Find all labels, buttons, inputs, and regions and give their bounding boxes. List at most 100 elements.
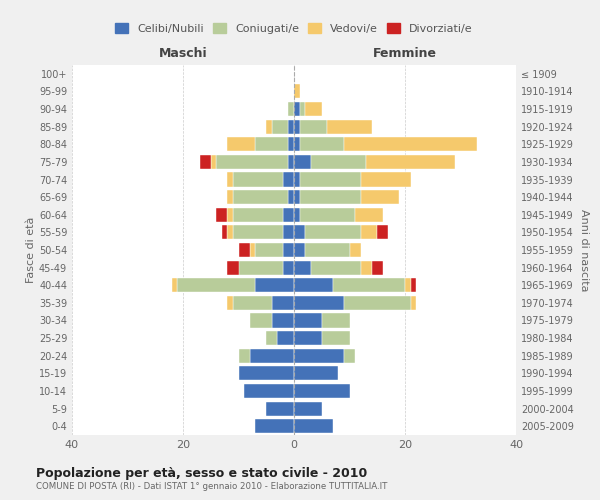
Bar xyxy=(233,296,272,310)
Bar xyxy=(294,278,333,292)
Bar xyxy=(361,190,400,204)
Bar xyxy=(216,208,227,222)
Bar xyxy=(200,155,211,169)
Bar xyxy=(283,172,294,186)
Text: Popolazione per età, sesso e stato civile - 2010: Popolazione per età, sesso e stato civil… xyxy=(36,468,367,480)
Bar xyxy=(294,402,322,415)
Bar xyxy=(294,331,322,345)
Bar xyxy=(299,172,361,186)
Bar xyxy=(299,102,305,116)
Bar xyxy=(294,384,349,398)
Bar xyxy=(294,366,338,380)
Bar xyxy=(361,172,410,186)
Bar xyxy=(227,208,233,222)
Bar xyxy=(289,120,294,134)
Legend: Celibi/Nubili, Coniugati/e, Vedovi/e, Divorziati/e: Celibi/Nubili, Coniugati/e, Vedovi/e, Di… xyxy=(111,19,477,38)
Bar xyxy=(305,226,361,239)
Bar xyxy=(294,314,322,328)
Bar xyxy=(277,331,294,345)
Bar xyxy=(294,84,299,98)
Bar xyxy=(178,278,255,292)
Bar xyxy=(227,137,255,152)
Bar xyxy=(289,155,294,169)
Bar xyxy=(272,296,294,310)
Bar xyxy=(255,243,283,257)
Bar xyxy=(366,155,455,169)
Bar xyxy=(227,190,233,204)
Bar xyxy=(405,278,410,292)
Bar xyxy=(283,226,294,239)
Bar xyxy=(233,190,289,204)
Bar xyxy=(344,296,410,310)
Bar xyxy=(322,314,349,328)
Bar xyxy=(172,278,178,292)
Bar xyxy=(233,172,283,186)
Bar xyxy=(250,243,255,257)
Bar xyxy=(299,120,328,134)
Bar xyxy=(311,260,361,274)
Bar xyxy=(294,243,305,257)
Y-axis label: Anni di nascita: Anni di nascita xyxy=(579,209,589,291)
Bar xyxy=(349,243,361,257)
Bar xyxy=(294,190,299,204)
Bar xyxy=(233,208,283,222)
Bar xyxy=(266,402,294,415)
Bar xyxy=(250,314,272,328)
Bar xyxy=(211,155,216,169)
Bar xyxy=(311,155,366,169)
Bar xyxy=(294,137,299,152)
Bar xyxy=(266,331,277,345)
Bar xyxy=(250,348,294,363)
Bar xyxy=(305,243,349,257)
Bar xyxy=(299,190,361,204)
Bar xyxy=(372,260,383,274)
Bar xyxy=(299,137,344,152)
Bar xyxy=(216,155,289,169)
Bar xyxy=(255,278,294,292)
Bar xyxy=(294,419,333,433)
Bar xyxy=(355,208,383,222)
Bar xyxy=(299,208,355,222)
Bar xyxy=(233,226,283,239)
Text: Maschi: Maschi xyxy=(158,46,208,60)
Bar xyxy=(344,137,477,152)
Bar xyxy=(272,314,294,328)
Bar xyxy=(227,226,233,239)
Bar xyxy=(294,260,311,274)
Bar xyxy=(361,226,377,239)
Bar xyxy=(377,226,388,239)
Bar xyxy=(227,260,239,274)
Bar xyxy=(294,348,344,363)
Bar xyxy=(239,348,250,363)
Bar xyxy=(328,120,372,134)
Bar xyxy=(255,137,289,152)
Bar xyxy=(289,190,294,204)
Bar xyxy=(294,155,311,169)
Bar xyxy=(294,172,299,186)
Bar xyxy=(333,278,405,292)
Bar xyxy=(272,120,289,134)
Text: COMUNE DI POSTA (RI) - Dati ISTAT 1° gennaio 2010 - Elaborazione TUTTITALIA.IT: COMUNE DI POSTA (RI) - Dati ISTAT 1° gen… xyxy=(36,482,388,491)
Bar xyxy=(410,296,416,310)
Bar xyxy=(283,260,294,274)
Bar xyxy=(294,102,299,116)
Bar xyxy=(294,120,299,134)
Bar xyxy=(361,260,372,274)
Y-axis label: Fasce di età: Fasce di età xyxy=(26,217,36,283)
Bar xyxy=(244,384,294,398)
Bar xyxy=(222,226,227,239)
Bar xyxy=(289,102,294,116)
Bar xyxy=(344,348,355,363)
Bar xyxy=(305,102,322,116)
Bar xyxy=(283,243,294,257)
Bar xyxy=(410,278,416,292)
Bar xyxy=(227,296,233,310)
Bar xyxy=(239,366,294,380)
Bar xyxy=(239,243,250,257)
Bar xyxy=(294,226,305,239)
Text: Femmine: Femmine xyxy=(373,46,437,60)
Bar xyxy=(266,120,272,134)
Bar xyxy=(227,172,233,186)
Bar xyxy=(255,419,294,433)
Bar xyxy=(322,331,349,345)
